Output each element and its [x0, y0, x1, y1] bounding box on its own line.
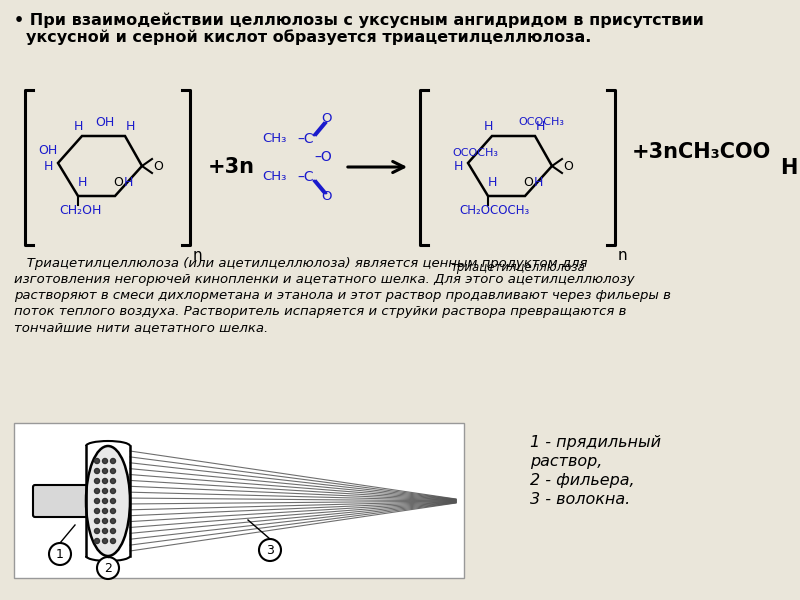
Circle shape — [110, 469, 115, 473]
Text: O: O — [322, 113, 332, 125]
Circle shape — [102, 529, 107, 533]
Text: OH: OH — [95, 115, 114, 128]
Circle shape — [49, 543, 71, 565]
Text: O: O — [113, 176, 123, 190]
Text: –O: –O — [314, 150, 332, 164]
Circle shape — [102, 479, 107, 484]
Text: H: H — [74, 119, 82, 133]
Circle shape — [94, 488, 99, 493]
Text: H: H — [535, 119, 545, 133]
Text: триацетилцеллюлоза: триацетилцеллюлоза — [450, 261, 585, 274]
Circle shape — [94, 499, 99, 503]
Circle shape — [102, 488, 107, 493]
Text: 1: 1 — [56, 547, 64, 560]
Text: растворяют в смеси дихлорметана и этанола и этот раствор продавливают через филь: растворяют в смеси дихлорметана и этанол… — [14, 289, 671, 302]
Circle shape — [110, 488, 115, 493]
Text: H: H — [126, 119, 134, 133]
Text: H: H — [454, 160, 462, 173]
Circle shape — [110, 518, 115, 523]
Circle shape — [102, 509, 107, 514]
Circle shape — [110, 509, 115, 514]
Text: 3 - волокна.: 3 - волокна. — [530, 492, 630, 507]
Circle shape — [110, 529, 115, 533]
Text: n: n — [618, 248, 628, 263]
Circle shape — [94, 509, 99, 514]
Ellipse shape — [86, 446, 130, 556]
Text: O: O — [563, 160, 573, 173]
Text: H: H — [123, 175, 133, 188]
Text: H: H — [534, 175, 542, 188]
Text: +3nCH₃COO: +3nCH₃COO — [632, 142, 771, 162]
Circle shape — [94, 469, 99, 473]
Text: раствор,: раствор, — [530, 454, 602, 469]
Text: 2: 2 — [104, 562, 112, 575]
Text: CH₂OCOCH₃: CH₂OCOCH₃ — [460, 203, 530, 217]
Circle shape — [110, 458, 115, 463]
Text: 1 - прядильный: 1 - прядильный — [530, 435, 661, 450]
Text: уксусной и серной кислот образуется триацетилцеллюлоза.: уксусной и серной кислот образуется триа… — [26, 29, 591, 45]
Text: 3: 3 — [266, 544, 274, 557]
Text: H: H — [487, 176, 497, 190]
FancyBboxPatch shape — [14, 423, 464, 578]
Circle shape — [97, 557, 119, 579]
Circle shape — [102, 469, 107, 473]
Circle shape — [259, 539, 281, 561]
Text: H: H — [43, 160, 53, 173]
Text: OCOCH₃: OCOCH₃ — [452, 148, 498, 158]
Text: 2 - фильера,: 2 - фильера, — [530, 473, 634, 488]
Text: поток теплого воздуха. Растворитель испаряется и струйки раствора превращаются в: поток теплого воздуха. Растворитель испа… — [14, 305, 626, 318]
Circle shape — [110, 499, 115, 503]
Text: тончайшие нити ацетатного шелка.: тончайшие нити ацетатного шелка. — [14, 321, 268, 334]
Text: O: O — [153, 160, 163, 173]
Text: изготовления негорючей кинопленки и ацетатного шелка. Для этого ацетилцеллюлозу: изготовления негорючей кинопленки и ацет… — [14, 273, 634, 286]
Text: –C: –C — [297, 170, 314, 184]
Circle shape — [94, 458, 99, 463]
FancyBboxPatch shape — [33, 485, 92, 517]
Circle shape — [102, 539, 107, 544]
Text: O: O — [322, 191, 332, 203]
Text: H: H — [780, 158, 798, 178]
Circle shape — [110, 539, 115, 544]
Circle shape — [110, 479, 115, 484]
Text: +3n: +3n — [208, 157, 255, 177]
Circle shape — [102, 458, 107, 463]
Circle shape — [102, 518, 107, 523]
Text: OH: OH — [38, 143, 58, 157]
Text: H: H — [483, 119, 493, 133]
Text: CH₃: CH₃ — [262, 133, 286, 145]
Text: O: O — [523, 176, 533, 190]
Circle shape — [94, 539, 99, 544]
Circle shape — [94, 518, 99, 523]
Text: • При взаимодействии целлюлозы с уксусным ангидридом в присутствии: • При взаимодействии целлюлозы с уксусны… — [14, 12, 704, 28]
Circle shape — [94, 479, 99, 484]
Circle shape — [102, 499, 107, 503]
Circle shape — [94, 529, 99, 533]
Text: H: H — [78, 176, 86, 190]
Text: CH₃: CH₃ — [262, 170, 286, 184]
Text: Триацетилцеллюлоза (или ацетилцеллюлоза) является ценным продуктом для: Триацетилцеллюлоза (или ацетилцеллюлоза)… — [14, 257, 587, 270]
Text: –C: –C — [297, 132, 314, 146]
Text: OCOCH₃: OCOCH₃ — [518, 117, 564, 127]
Text: n: n — [193, 248, 202, 263]
Text: CH₂OH: CH₂OH — [59, 203, 101, 217]
